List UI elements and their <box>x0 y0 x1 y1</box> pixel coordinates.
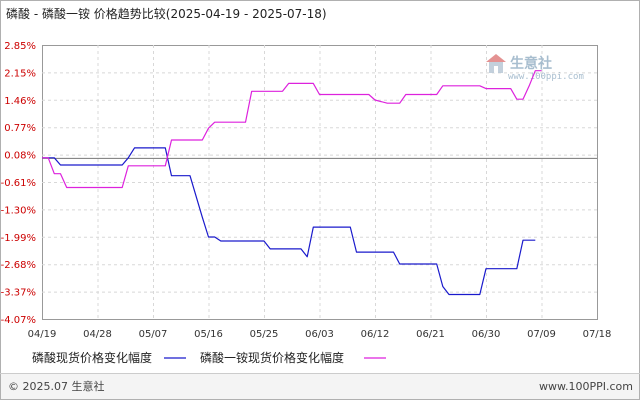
watermark: 生意社 www.100ppi.com <box>486 54 584 82</box>
x-tick-label: 05/07 <box>139 329 168 340</box>
x-tick-label: 04/19 <box>28 329 57 340</box>
x-tick-label: 05/25 <box>250 329 279 340</box>
footer: © 2025.07 生意社 www.100PPI.com <box>0 373 640 399</box>
legend: 磷酸现货价格变化幅度 磷酸一铵现货价格变化幅度 <box>32 350 386 365</box>
x-tick-label: 06/30 <box>472 329 501 340</box>
x-tick-label: 05/16 <box>194 329 223 340</box>
y-tick-label: -4.07% <box>1 315 36 326</box>
y-tick-label: 0.08% <box>4 151 36 162</box>
x-axis-ticks: 04/19 04/28 05/07 05/16 05/25 06/03 06/12 06/21… <box>28 329 612 340</box>
y-tick-label: 0.77% <box>4 123 36 134</box>
legend-label-series-a: 磷酸现货价格变化幅度 <box>32 350 152 365</box>
house-logo-icon <box>486 54 506 73</box>
watermark-text: 生意社 <box>510 55 552 72</box>
series-lines <box>42 70 542 296</box>
x-tick-label: 07/18 <box>583 329 612 340</box>
series-line-phosphoric-acid <box>42 147 536 296</box>
x-tick-label: 04/28 <box>83 329 112 340</box>
y-tick-label: -2.68% <box>1 260 36 271</box>
footer-copyright: © 2025.07 生意社 <box>8 379 104 393</box>
x-tick-label: 06/21 <box>416 329 445 340</box>
y-tick-label: 2.15% <box>4 68 36 79</box>
legend-label-series-b: 磷酸一铵现货价格变化幅度 <box>200 350 344 365</box>
x-tick-label: 07/09 <box>527 329 556 340</box>
y-tick-label: 2.85% <box>4 41 36 52</box>
grid <box>42 45 597 319</box>
x-tick-label: 06/03 <box>305 329 334 340</box>
x-tick-label: 06/12 <box>361 329 390 340</box>
y-tick-label: 1.46% <box>4 96 36 107</box>
series-line-map <box>42 70 542 189</box>
footer-background <box>1 374 639 399</box>
y-axis-ticks: 2.85% 2.15% 1.46% 0.77% 0.08% -0.61% -1.30% -1.… <box>1 41 36 326</box>
watermark-url: www.100ppi.com <box>508 72 584 82</box>
y-tick-label: -3.37% <box>1 288 36 299</box>
y-tick-label: -1.30% <box>1 205 36 216</box>
chart-title: 磷酸 - 磷酸一铵 价格趋势比较(2025-04-19 - 2025-07-18… <box>6 6 327 21</box>
y-tick-label: -1.99% <box>1 233 36 244</box>
footer-url: www.100PPI.com <box>539 380 633 393</box>
y-tick-label: -0.61% <box>1 178 36 189</box>
